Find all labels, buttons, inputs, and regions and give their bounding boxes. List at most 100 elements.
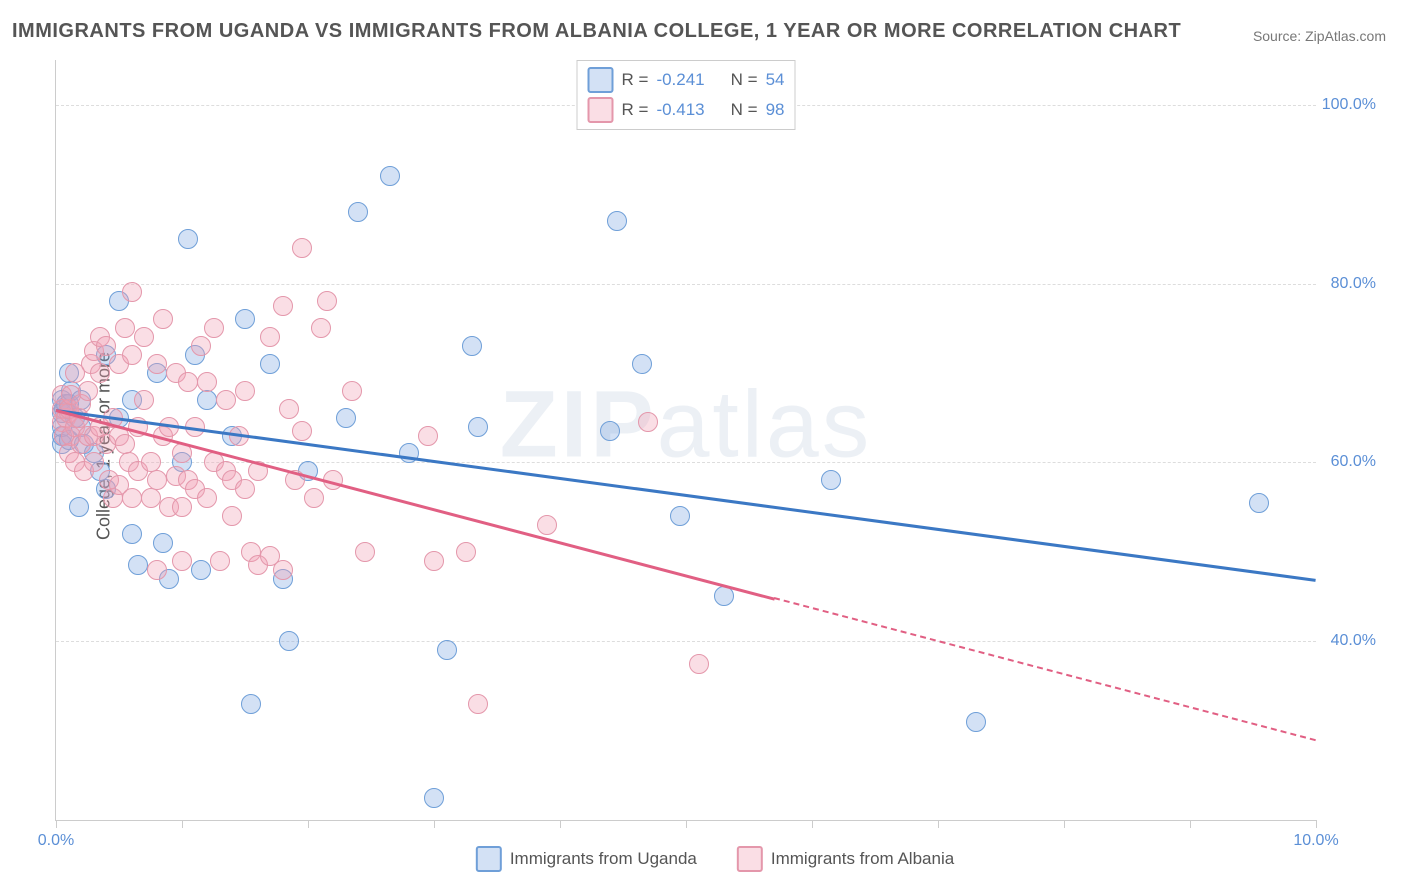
data-point-albania <box>456 542 476 562</box>
chart-area: ZIPatlas R =-0.241N =54R =-0.413N =98 40… <box>55 60 1375 840</box>
data-point-albania <box>197 372 217 392</box>
data-point-albania <box>222 506 242 526</box>
data-point-albania <box>273 560 293 580</box>
data-point-uganda <box>424 788 444 808</box>
data-point-albania <box>216 390 236 410</box>
y-tick-label: 60.0% <box>1321 453 1376 471</box>
x-tick <box>1064 820 1065 828</box>
data-point-uganda <box>714 586 734 606</box>
gridline <box>56 641 1316 642</box>
data-point-albania <box>153 309 173 329</box>
data-point-uganda <box>191 560 211 580</box>
data-point-albania <box>279 399 299 419</box>
source-attribution: Source: ZipAtlas.com <box>1253 28 1386 44</box>
data-point-albania <box>355 542 375 562</box>
x-tick <box>56 820 57 828</box>
legend-n-value: 98 <box>766 100 785 120</box>
data-point-albania <box>172 497 192 517</box>
data-point-albania <box>122 345 142 365</box>
data-point-albania <box>134 327 154 347</box>
data-point-albania <box>178 372 198 392</box>
data-point-albania <box>235 381 255 401</box>
x-tick <box>938 820 939 828</box>
data-point-albania <box>342 381 362 401</box>
gridline <box>56 462 1316 463</box>
legend-n-label: N = <box>731 70 758 90</box>
data-point-albania <box>304 488 324 508</box>
data-point-albania <box>115 318 135 338</box>
x-tick <box>308 820 309 828</box>
data-point-uganda <box>632 354 652 374</box>
x-tick-label: 0.0% <box>38 832 74 850</box>
data-point-uganda <box>279 631 299 651</box>
legend-swatch <box>588 97 614 123</box>
data-point-uganda <box>670 506 690 526</box>
x-tick-label: 10.0% <box>1293 832 1338 850</box>
data-point-uganda <box>468 417 488 437</box>
legend-r-value: -0.241 <box>656 70 704 90</box>
plot-region: ZIPatlas R =-0.241N =54R =-0.413N =98 40… <box>55 60 1316 821</box>
data-point-albania <box>84 452 104 472</box>
data-point-albania <box>122 488 142 508</box>
data-point-albania <box>78 381 98 401</box>
data-point-albania <box>292 421 312 441</box>
legend-r-value: -0.413 <box>656 100 704 120</box>
data-point-albania <box>172 551 192 571</box>
data-point-albania <box>141 488 161 508</box>
data-point-uganda <box>128 555 148 575</box>
legend-swatch <box>737 846 763 872</box>
data-point-uganda <box>437 640 457 660</box>
data-point-albania <box>273 296 293 316</box>
legend-n-label: N = <box>731 100 758 120</box>
data-point-albania <box>191 336 211 356</box>
data-point-albania <box>197 488 217 508</box>
data-point-uganda <box>607 211 627 231</box>
legend-row-uganda: R = -0.241 N = 54 <box>588 65 785 95</box>
data-point-albania <box>210 551 230 571</box>
data-point-uganda <box>235 309 255 329</box>
data-point-albania <box>204 318 224 338</box>
data-point-albania <box>418 426 438 446</box>
x-tick <box>686 820 687 828</box>
source-link[interactable]: ZipAtlas.com <box>1305 28 1386 44</box>
data-point-albania <box>90 363 110 383</box>
data-point-albania <box>235 479 255 499</box>
data-point-uganda <box>600 421 620 441</box>
data-point-albania <box>537 515 557 535</box>
data-point-uganda <box>153 533 173 553</box>
data-point-uganda <box>178 229 198 249</box>
x-tick <box>812 820 813 828</box>
y-tick-label: 100.0% <box>1321 96 1376 114</box>
data-point-uganda <box>821 470 841 490</box>
x-tick <box>1316 820 1317 828</box>
data-point-albania <box>311 318 331 338</box>
data-point-uganda <box>122 524 142 544</box>
x-tick <box>1190 820 1191 828</box>
legend-series-label: Immigrants from Albania <box>771 849 954 869</box>
legend-correlation: R = -0.241 N = 54R = -0.413 N = 98 <box>577 60 796 130</box>
data-point-uganda <box>241 694 261 714</box>
data-point-albania <box>424 551 444 571</box>
gridline <box>56 284 1316 285</box>
data-point-uganda <box>462 336 482 356</box>
legend-r-label: R = <box>622 70 649 90</box>
data-point-albania <box>147 560 167 580</box>
data-point-albania <box>260 327 280 347</box>
y-tick-label: 80.0% <box>1321 275 1376 293</box>
data-point-uganda <box>336 408 356 428</box>
source-prefix: Source: <box>1253 28 1305 44</box>
legend-series-label: Immigrants from Uganda <box>510 849 697 869</box>
data-point-albania <box>96 336 116 356</box>
legend-item-uganda: Immigrants from Uganda <box>476 846 697 872</box>
trend-line-dashed <box>774 597 1316 741</box>
legend-n-value: 54 <box>766 70 785 90</box>
data-point-albania <box>115 434 135 454</box>
x-tick <box>560 820 561 828</box>
data-point-albania <box>317 291 337 311</box>
data-point-uganda <box>348 202 368 222</box>
legend-swatch <box>476 846 502 872</box>
data-point-uganda <box>380 166 400 186</box>
legend-item-albania: Immigrants from Albania <box>737 846 954 872</box>
data-point-albania <box>122 282 142 302</box>
data-point-uganda <box>197 390 217 410</box>
